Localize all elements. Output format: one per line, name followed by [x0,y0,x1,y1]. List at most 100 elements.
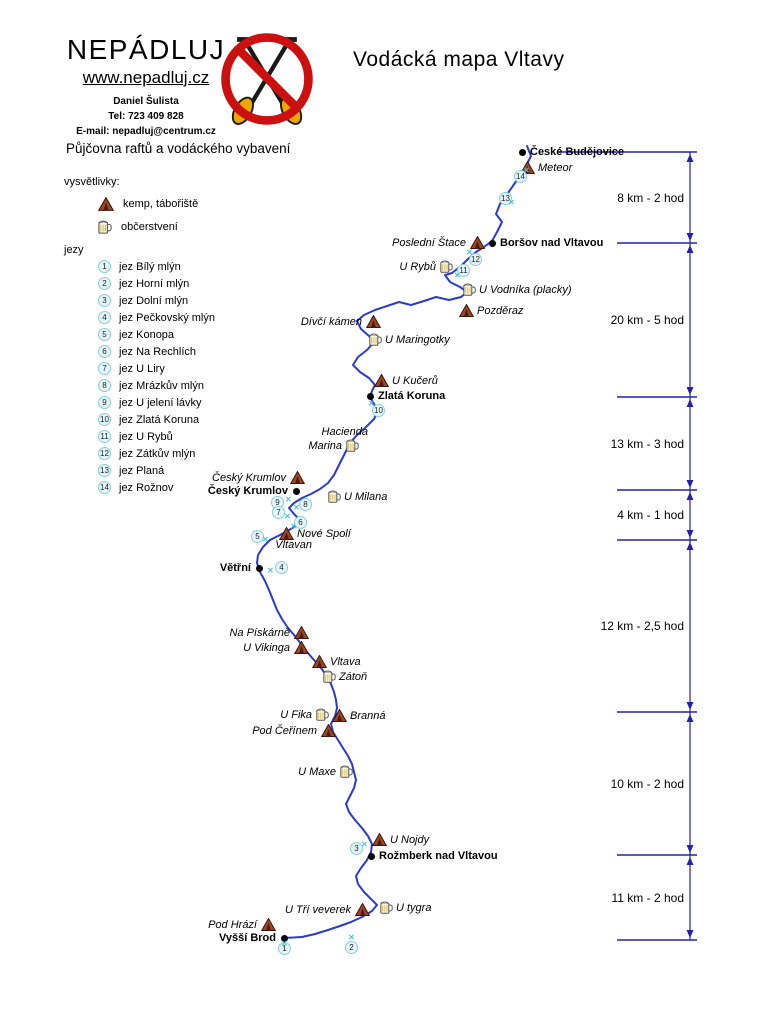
beer-mug-icon [340,764,353,778]
weir-tick: ✕ [523,166,530,175]
phone-number: Tel: 723 409 828 [108,111,184,122]
tent-icon [289,470,306,484]
legend-weir-item: 7 jez U Liry [98,362,284,375]
distance-label: 12 km - 2,5 hod [600,619,684,633]
weir-number-badge: 6 [98,345,111,358]
camp-label: Meteor [538,162,573,174]
tent-icon [331,708,348,722]
weir-number-badge: 11 [98,430,111,443]
pub-label: U Vodníka (placky) [479,284,572,296]
weir-marker: 4 [275,561,288,574]
legend-weir-item: 5 jez Konopa [98,328,284,341]
weir-marker: 13 [499,192,512,205]
legend-weir-label: jez U jelení lávky [119,396,202,409]
weir-number-badge: 2 [98,277,111,290]
distance-label: 20 km - 5 hod [610,313,684,327]
legend-weir-item: 8 jez Mrázkův mlýn [98,379,284,392]
distance-label: 10 km - 2 hod [610,776,684,791]
tent-icon [320,723,337,737]
legend-weir-item: 1 jez Bílý mlýn [98,260,284,273]
camp-label: U Vikinga [243,642,290,654]
legend-weir-item: 13 jez Planá [98,464,284,477]
legend-food-row: občerstvení [98,219,284,234]
website-link[interactable]: www.nepadluj.cz [82,68,210,87]
weir-tick: ✕ [361,840,368,849]
legend-weir-item: 11 jez U Rybů [98,430,284,443]
weir-tick: ✕ [508,198,515,207]
legend-weir-item: 14 jez Rožnov [98,481,284,494]
weir-tick: ✕ [267,566,274,575]
legend-weir-item: 10 jez Zlatá Koruna [98,413,284,426]
town-dot [518,148,526,156]
tent-icon [365,314,382,328]
weir-number-badge: 8 [98,379,111,392]
brand-block: NEPÁDLUJ www.nepadluj.cz Daniel Šulista … [55,34,237,137]
tent-icon [293,625,310,639]
legend-camp-label: kemp, tábořiště [123,197,199,210]
owner-name: Daniel Šulista [113,96,179,107]
tagline: Půjčovna raftů a vodáckého vybavení [66,141,291,156]
beer-mug-icon [380,900,393,914]
weir-number-badge: 1 [98,260,111,273]
legend-weir-item: 3 jez Dolní mlýn [98,294,284,307]
legend-weir-label: jez Planá [119,464,165,477]
legend: vysvětlivky: kemp, tábořiště občerstvení… [64,176,284,494]
weir-marker: 1 [278,942,291,955]
legend-weir-label: jez U Liry [119,362,165,375]
legend-weir-item: 9 jez U jelení lávky [98,396,284,409]
tent-icon [469,235,486,249]
tent-icon [458,303,475,317]
camp-label: Pozděraz [477,305,524,317]
pub-label: Marina [308,440,342,452]
camp-label: Poslední Štace [392,237,466,249]
nepadluj-logo [214,26,320,132]
distance-label: 4 km - 1 hod [617,508,684,522]
legend-weir-label: jez Bílý mlýn [119,260,181,273]
town-label: Boršov nad Vltavou [500,237,604,249]
camp-label: Nové Spolí [297,528,351,540]
legend-camp-row: kemp, tábořiště [97,196,284,211]
tent-icon [260,917,277,931]
beer-mug-icon [440,259,453,273]
weir-tick: ✕ [454,271,461,280]
distance-label: 8 km - 2 hod [617,190,684,205]
tent-icon [293,640,310,654]
pub-label: Zátoň [339,671,368,683]
place-label: Hacienda [321,426,368,438]
town-dot [366,392,374,400]
tent-icon [97,196,115,211]
legend-weir-label: jez Konopa [119,328,175,341]
place-label: Vltavan [275,539,312,551]
town-label: Zlatá Koruna [378,390,446,402]
weir-marker: 10 [372,404,385,417]
weir-tick: ✕ [285,495,292,504]
town-label: Větřní [219,562,251,574]
weir-tick: ✕ [466,248,473,257]
weirs-heading: jezy [64,244,84,256]
weir-tick: ✕ [281,939,288,948]
pub-label: U Maringotky [385,334,450,346]
legend-weir-item: 2 jez Horní mlýn [98,277,284,290]
weir-marker: 8 [299,498,312,511]
weir-number-badge: 4 [98,311,111,324]
weir-number-badge: 14 [98,481,111,494]
weir-tick: ✕ [368,399,375,408]
pub-label: U Rybů [399,261,436,273]
tent-icon [371,832,388,846]
weir-number-badge: 9 [98,396,111,409]
tent-icon [354,902,371,916]
beer-mug-icon [346,438,359,452]
camp-label: U Tří veverek [284,904,351,916]
beer-mug-icon [463,282,476,296]
town-label: Rožmberk nad Vltavou [379,850,498,862]
weir-tick: ✕ [262,535,269,544]
weir-number-badge: 5 [98,328,111,341]
legend-heading: vysvětlivky: [64,176,120,188]
town-dot [292,487,300,495]
beer-mug-icon [316,707,329,721]
weir-number-badge: 7 [98,362,111,375]
legend-weir-label: jez Zlatá Koruna [119,413,200,426]
pub-label: U Fika [280,709,312,721]
beer-mug-icon [323,669,336,683]
